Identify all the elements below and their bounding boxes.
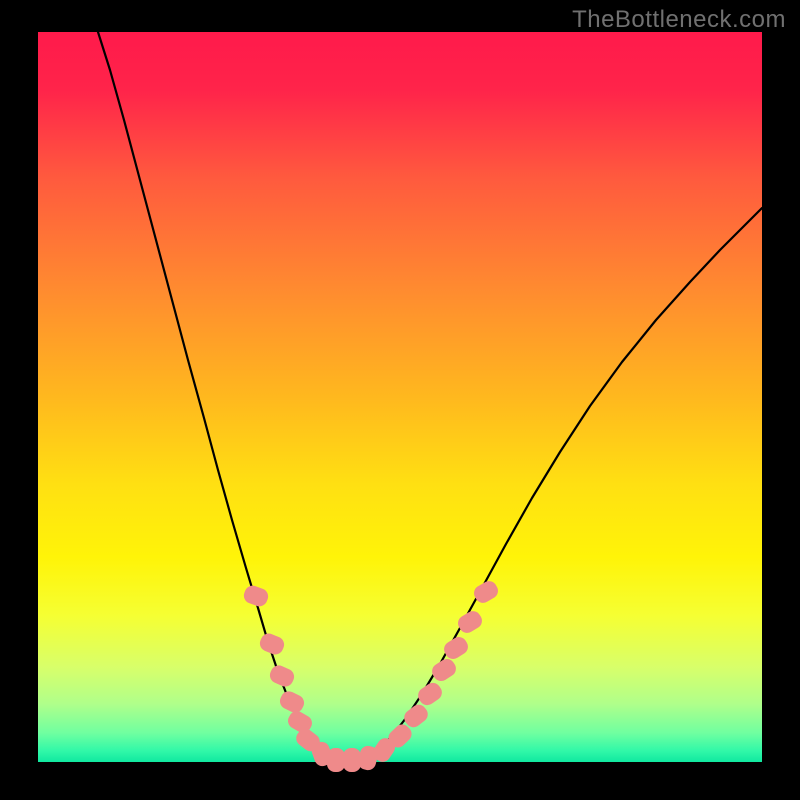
watermark-text: TheBottleneck.com <box>572 6 786 34</box>
chart-container: TheBottleneck.com <box>0 0 800 800</box>
plot-background <box>38 32 762 762</box>
marker-7 <box>327 748 345 772</box>
bottleneck-chart <box>0 0 800 800</box>
